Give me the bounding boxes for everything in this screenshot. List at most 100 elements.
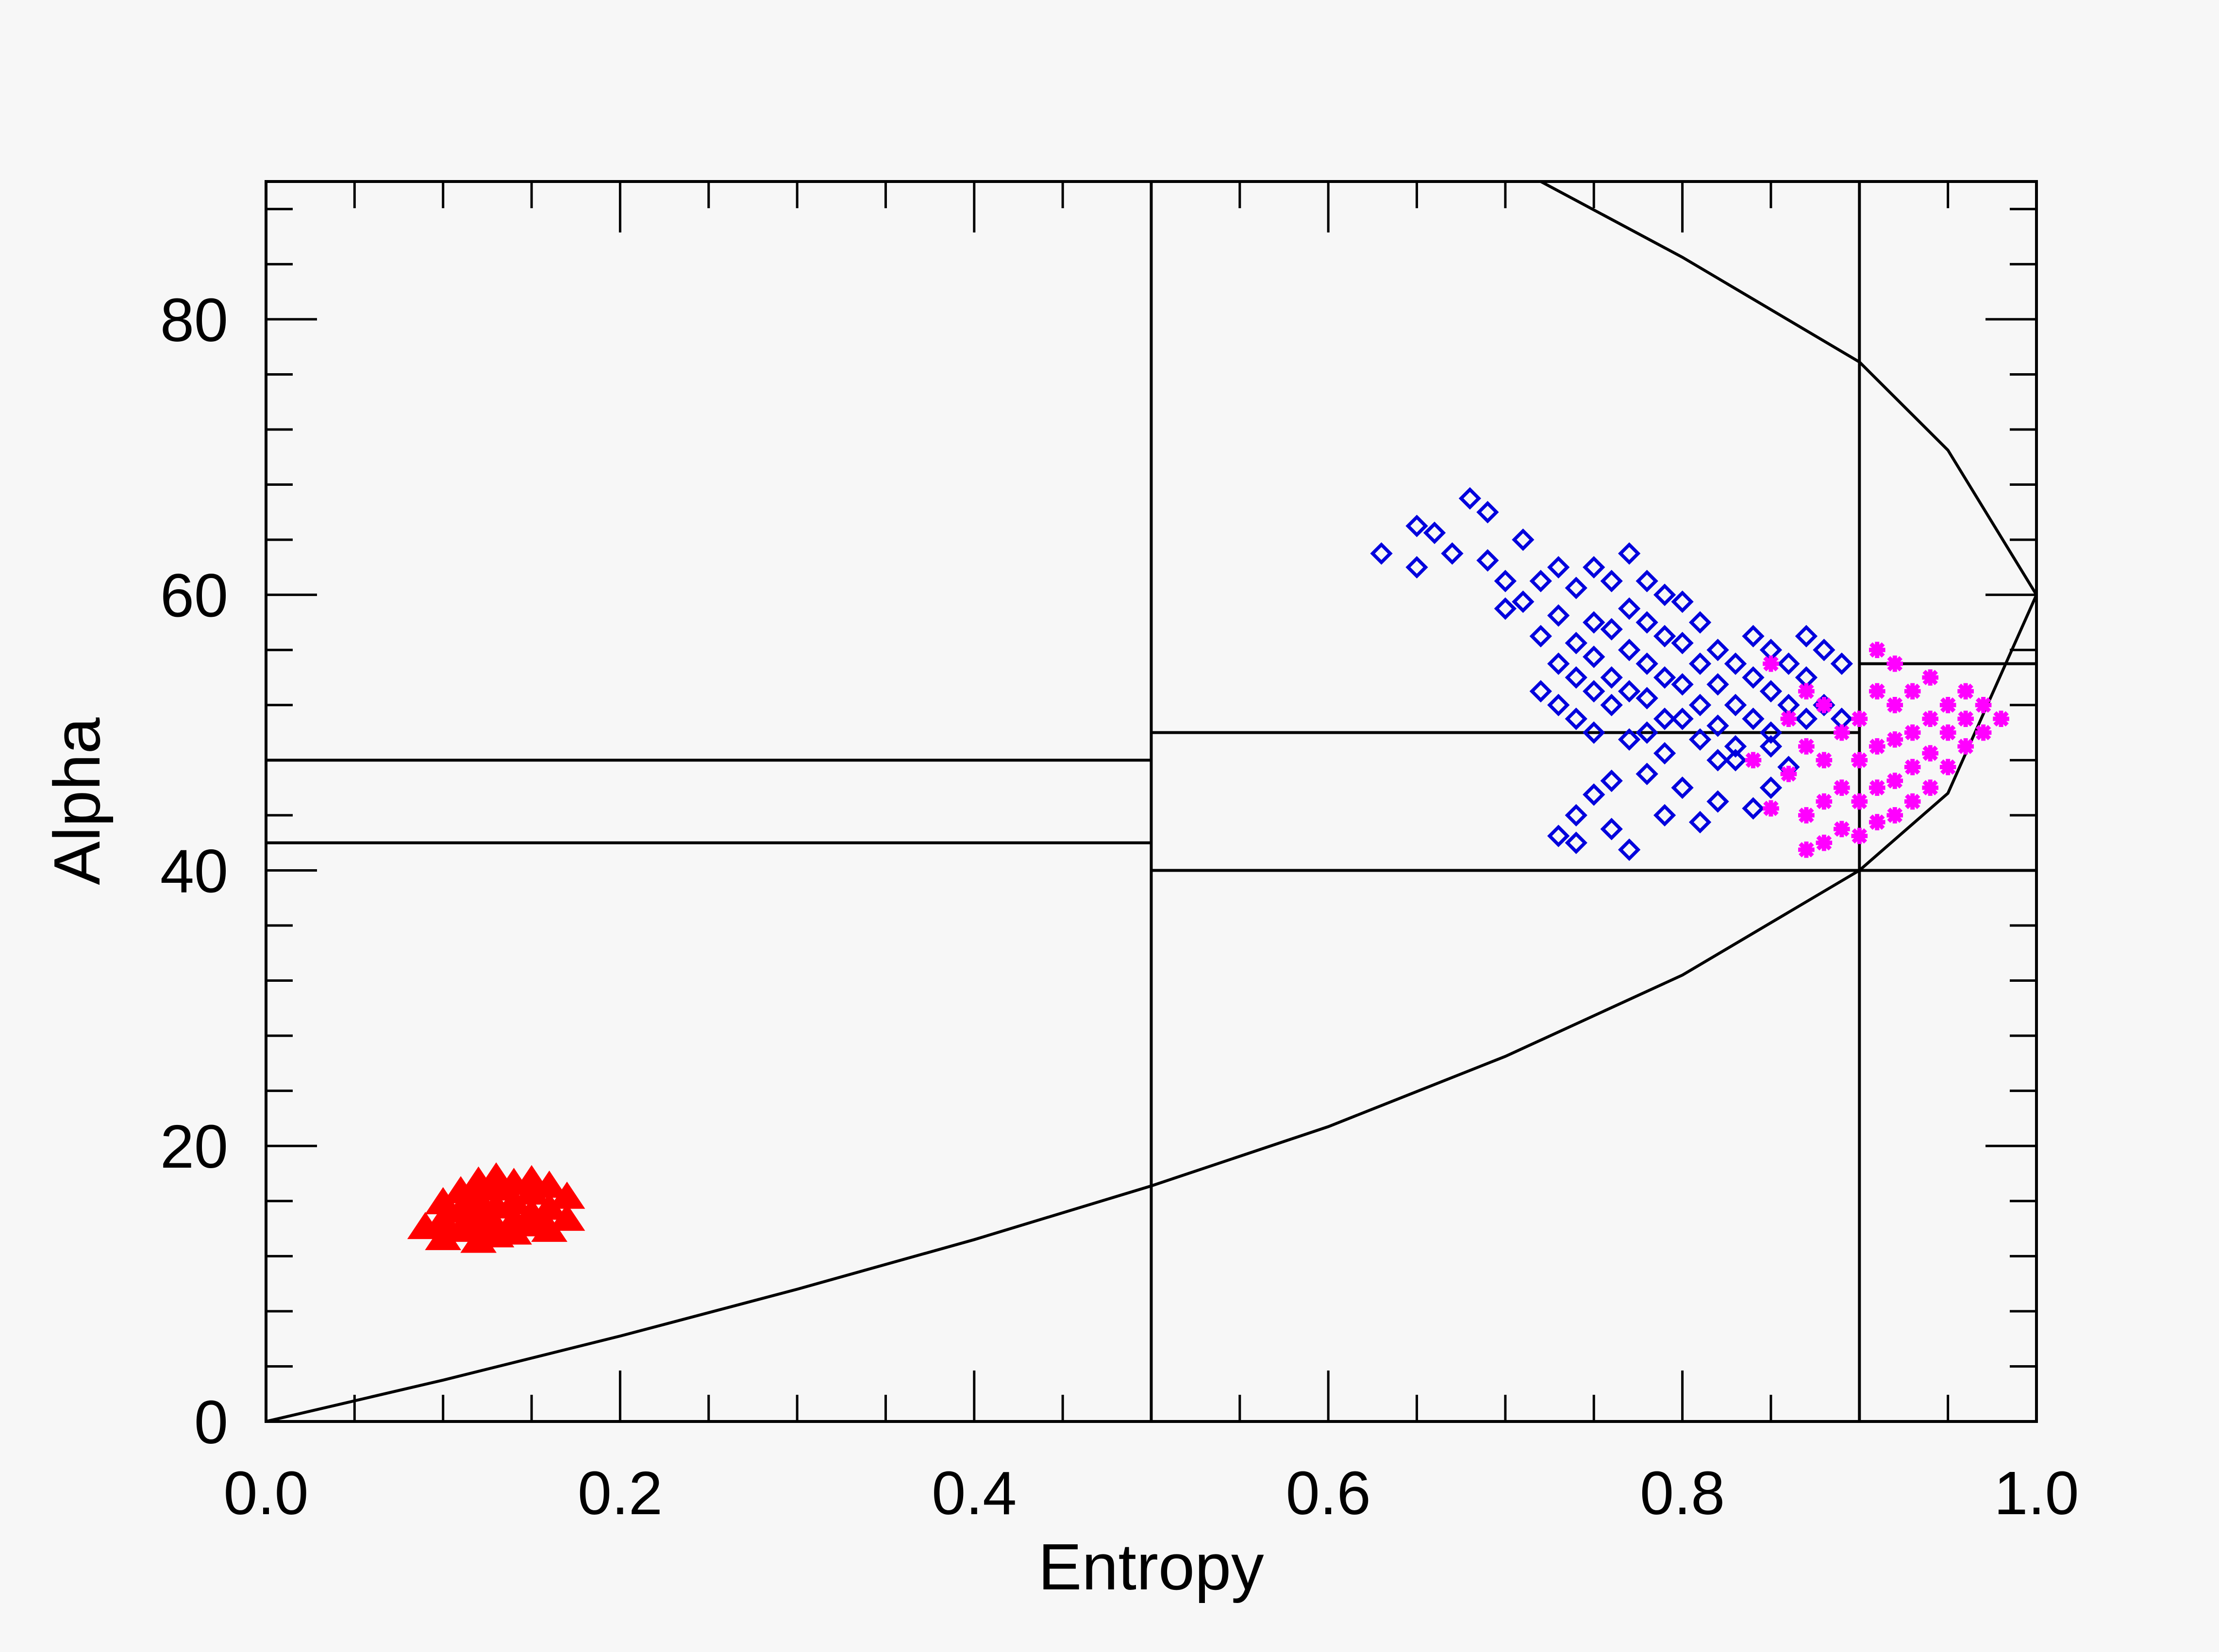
point-1-25 — [1583, 645, 1605, 668]
point-1-90 — [1742, 797, 1765, 820]
point-1-63 — [1742, 666, 1765, 689]
point-2-31 — [1904, 724, 1921, 741]
point-1-67 — [1759, 721, 1783, 744]
point-2-10 — [1816, 752, 1833, 769]
point-1-62 — [1742, 625, 1765, 647]
y-tick-label-1: 20 — [160, 1112, 228, 1181]
point-2-25 — [1886, 655, 1903, 672]
point-2-43 — [1957, 738, 1974, 755]
x-tick-label-3: 0.6 — [1286, 1459, 1371, 1527]
point-2-44 — [1975, 696, 1992, 713]
point-1-81 — [1600, 818, 1623, 841]
y-tick-label-0: 0 — [194, 1388, 228, 1456]
series-1 — [1370, 487, 1853, 861]
point-1-9 — [1494, 570, 1517, 593]
point-1-68 — [1777, 652, 1800, 675]
point-1-41 — [1635, 721, 1658, 744]
point-1-6 — [1476, 501, 1499, 524]
point-2-42 — [1957, 710, 1974, 727]
point-1-39 — [1635, 652, 1658, 675]
point-1-8 — [1494, 597, 1517, 620]
point-1-4 — [1441, 542, 1464, 565]
point-0-24 — [513, 1165, 550, 1192]
point-1-28 — [1600, 570, 1623, 593]
point-1-66 — [1759, 680, 1783, 703]
tick-labels: 0.0 0.2 0.4 0.6 0.8 1.0 0 20 40 60 80 — [160, 286, 2079, 1527]
point-1-85 — [1653, 804, 1676, 827]
point-2-32 — [1904, 759, 1921, 776]
point-1-52 — [1688, 652, 1712, 675]
point-2-38 — [1939, 696, 1956, 713]
point-1-58 — [1706, 749, 1729, 772]
point-1-61 — [1724, 735, 1747, 758]
point-1-82 — [1600, 769, 1623, 793]
point-2-0 — [1745, 752, 1762, 769]
point-1-33 — [1618, 597, 1641, 620]
point-1-0 — [1370, 542, 1393, 565]
point-2-7 — [1798, 807, 1815, 824]
point-1-10 — [1512, 528, 1535, 551]
point-1-87 — [1688, 810, 1712, 834]
point-1-79 — [1565, 831, 1587, 854]
point-2-9 — [1816, 696, 1833, 713]
point-1-30 — [1600, 666, 1623, 689]
point-2-34 — [1922, 669, 1938, 686]
point-2-28 — [1886, 773, 1903, 789]
point-2-16 — [1851, 710, 1868, 727]
series-0 — [407, 1162, 585, 1253]
y-tick-label-4: 80 — [160, 286, 228, 354]
point-2-26 — [1886, 696, 1903, 713]
point-2-17 — [1851, 752, 1868, 769]
point-1-45 — [1653, 708, 1676, 730]
point-1-60 — [1724, 694, 1747, 716]
point-1-40 — [1635, 687, 1658, 710]
point-1-91 — [1759, 776, 1783, 799]
scatter-points — [407, 487, 2009, 1253]
series-2 — [1745, 642, 2009, 858]
point-1-29 — [1600, 618, 1623, 641]
point-0-27 — [496, 1205, 532, 1232]
point-1-86 — [1671, 776, 1694, 799]
point-2-4 — [1780, 765, 1797, 782]
point-2-33 — [1904, 793, 1921, 810]
point-1-70 — [1795, 625, 1818, 647]
point-1-88 — [1706, 790, 1729, 813]
point-1-34 — [1618, 639, 1641, 661]
point-1-36 — [1618, 728, 1641, 751]
point-0-21 — [549, 1204, 585, 1231]
point-1-14 — [1529, 680, 1552, 703]
point-1-73 — [1813, 639, 1835, 661]
point-1-12 — [1529, 570, 1552, 593]
point-1-7 — [1476, 549, 1499, 572]
x-tick-label-4: 0.8 — [1640, 1459, 1725, 1527]
point-2-18 — [1851, 793, 1868, 810]
x-tick-label-0: 0.0 — [223, 1459, 308, 1527]
point-1-93 — [1759, 735, 1783, 758]
feasible-boundary — [266, 182, 2036, 1421]
point-2-19 — [1851, 827, 1868, 844]
point-1-38 — [1635, 611, 1658, 634]
point-0-25 — [442, 1176, 479, 1204]
point-2-6 — [1798, 738, 1815, 755]
point-2-21 — [1869, 683, 1885, 700]
point-1-18 — [1547, 694, 1570, 716]
point-1-57 — [1706, 714, 1729, 737]
point-2-1 — [1763, 655, 1779, 672]
point-1-15 — [1547, 556, 1570, 579]
point-1-26 — [1583, 680, 1605, 703]
point-2-15 — [1834, 821, 1850, 838]
point-1-72 — [1795, 708, 1818, 730]
point-2-3 — [1780, 710, 1797, 727]
point-1-89 — [1724, 749, 1747, 772]
point-1-22 — [1565, 708, 1587, 730]
point-1-84 — [1635, 762, 1658, 785]
boundary-curve-lower — [266, 594, 2036, 1421]
point-1-77 — [1547, 825, 1570, 847]
point-2-23 — [1869, 779, 1885, 796]
point-2-36 — [1922, 745, 1938, 761]
point-2-24 — [1869, 814, 1885, 830]
point-1-23 — [1583, 556, 1605, 579]
point-2-37 — [1922, 779, 1938, 796]
